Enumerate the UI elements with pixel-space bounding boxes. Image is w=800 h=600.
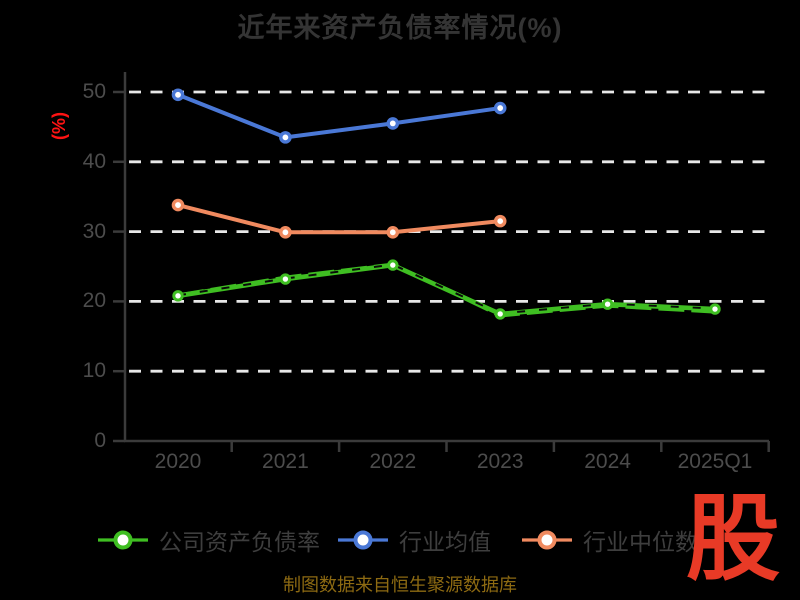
data-point-marker: [171, 198, 185, 212]
data-point-marker: [171, 88, 185, 102]
data-point-marker: [279, 131, 292, 144]
x-tick-label: 2021: [262, 450, 309, 473]
y-tick-label: 40: [82, 149, 106, 173]
series-line-0-dash-overlay: [177, 263, 716, 315]
legend-item-0[interactable]: 公司资产负债率: [98, 523, 320, 557]
x-tick-label: 2025Q1: [677, 450, 753, 473]
series-line-1: [176, 92, 503, 140]
x-tick-label: 2020: [154, 450, 202, 473]
legend-marker-icon: [522, 530, 572, 550]
x-tick-label: 2024: [584, 450, 631, 473]
legend-label: 公司资产负债率: [159, 529, 320, 555]
legend-marker-icon: [338, 530, 388, 550]
data-point-marker: [279, 225, 292, 239]
data-point-marker: [709, 303, 721, 315]
x-tick-label: 2023: [476, 450, 524, 473]
data-point-marker: [279, 273, 292, 285]
legend-item-2[interactable]: 行业中位数: [522, 523, 698, 557]
series-line-2: [176, 203, 503, 235]
legend-marker-icon: [98, 530, 148, 550]
chart-title: 近年来资产负债率情况(%): [237, 13, 563, 43]
x-tick-label: 2022: [369, 450, 417, 473]
data-point-marker: [493, 101, 507, 115]
y-tick-label: 10: [82, 359, 106, 383]
data-point-marker: [601, 298, 614, 310]
legend-label: 行业中位数: [583, 529, 698, 555]
data-point-marker: [172, 290, 184, 302]
data-point-marker: [493, 214, 507, 228]
y-tick-label: 50: [82, 80, 106, 103]
data-point-marker: [386, 225, 400, 239]
y-tick-label: 0: [94, 429, 106, 452]
logo-mark: 股: [686, 486, 781, 591]
data-point-marker: [386, 117, 400, 130]
source-note: 制图数据来自恒生聚源数据库: [283, 575, 517, 595]
legend-item-1[interactable]: 行业均值: [338, 523, 491, 557]
data-point-marker: [494, 308, 506, 320]
y-tick-label: 20: [82, 289, 106, 313]
y-tick-label: 30: [82, 219, 106, 243]
series-line-0-sketch: [177, 262, 716, 318]
legend-label: 行业均值: [399, 529, 491, 555]
data-point-marker: [387, 259, 399, 271]
